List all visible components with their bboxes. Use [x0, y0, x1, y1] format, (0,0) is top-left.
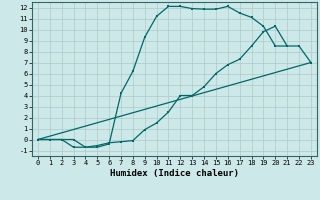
X-axis label: Humidex (Indice chaleur): Humidex (Indice chaleur): [110, 169, 239, 178]
